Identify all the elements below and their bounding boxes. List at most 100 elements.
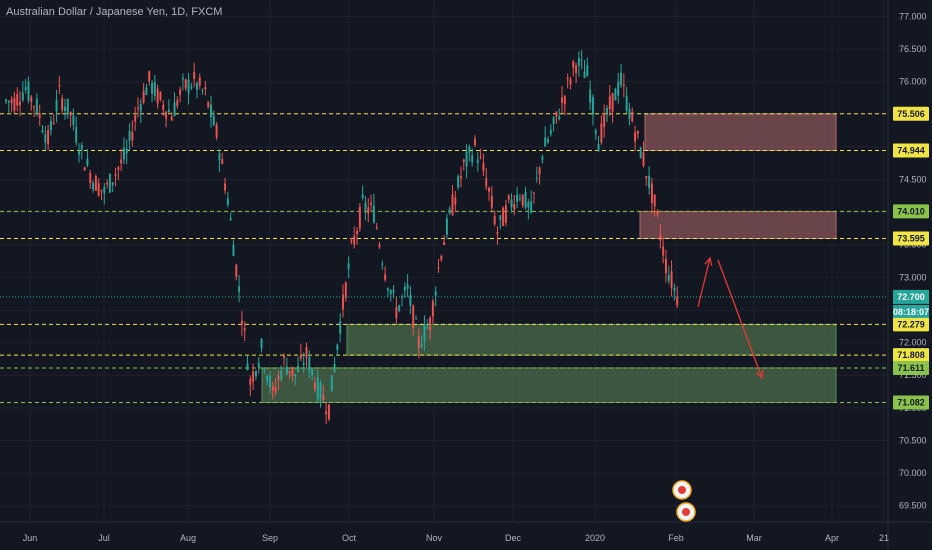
candle-body <box>207 101 210 108</box>
level-badge <box>893 317 929 332</box>
candle-body <box>656 210 659 215</box>
candle-body <box>224 183 227 191</box>
candle-body <box>603 113 606 128</box>
level-badge-label: 74.010 <box>897 206 925 216</box>
candle-body <box>103 187 106 194</box>
candle-body <box>549 130 552 135</box>
candle-body <box>131 131 134 141</box>
candle-body <box>507 195 510 200</box>
candle-body <box>305 347 308 358</box>
candle-body <box>386 288 389 291</box>
y-tick-label: 76.000 <box>899 77 927 87</box>
candle-body <box>92 182 95 190</box>
candle-body <box>502 207 505 226</box>
level-badge <box>893 395 929 410</box>
candle-body <box>78 151 80 155</box>
candle-body <box>558 116 561 120</box>
candle-body <box>547 139 549 143</box>
candle-body <box>24 86 27 90</box>
candle-body <box>294 374 297 377</box>
candle-body <box>639 147 642 158</box>
zone-supply-lower <box>639 210 837 239</box>
candle-body <box>16 93 19 106</box>
level-badge <box>893 231 929 246</box>
candle-body <box>572 61 575 68</box>
candle-body <box>594 130 597 134</box>
candle-body <box>423 324 426 342</box>
candle-body <box>636 131 639 134</box>
candle-body <box>5 99 7 102</box>
candle-body <box>482 163 485 172</box>
arrow-head <box>755 369 764 380</box>
candle-body <box>541 156 544 160</box>
candle-body <box>490 195 493 208</box>
candle-body <box>415 318 417 320</box>
candle-body <box>476 159 479 164</box>
candle-body <box>527 202 530 208</box>
arrow-head <box>704 256 713 266</box>
candle-body <box>516 194 519 202</box>
candle-body <box>19 102 22 105</box>
candle-body <box>252 371 255 382</box>
candle-body <box>395 306 398 319</box>
candle-body <box>524 191 527 208</box>
level-badge-label: 71.808 <box>897 350 925 360</box>
candle-body <box>389 290 392 295</box>
candle-body <box>215 124 218 138</box>
candle-body <box>221 159 224 164</box>
candle-body <box>190 86 193 89</box>
x-tick-label: Oct <box>342 533 357 543</box>
candle-body <box>600 123 603 143</box>
candle-body <box>27 81 30 101</box>
candle-body <box>342 294 344 310</box>
candle-body <box>151 82 154 94</box>
candle-body <box>170 116 173 121</box>
candle-body <box>513 204 516 210</box>
zone-demand-upper <box>346 323 837 356</box>
candle-body <box>249 378 252 385</box>
level-badge <box>893 106 929 121</box>
candle-body <box>673 287 676 291</box>
candle-body <box>350 240 353 243</box>
candle-body <box>319 382 322 400</box>
candle-body <box>485 177 488 187</box>
candle-body <box>448 208 451 214</box>
candle-body <box>631 111 634 122</box>
candle-body <box>552 117 555 124</box>
candle-body <box>589 89 592 103</box>
candle-body <box>297 365 300 372</box>
candle-body <box>195 82 198 90</box>
candle-body <box>586 65 589 76</box>
candle-body <box>620 72 623 85</box>
candle-body <box>566 77 569 80</box>
x-tick-label: Feb <box>668 533 684 543</box>
y-tick-label: 71.500 <box>899 370 927 380</box>
candle-body <box>159 92 162 100</box>
candle-body <box>254 371 257 377</box>
candle-body <box>167 109 170 112</box>
candle-body <box>339 321 342 334</box>
candle-body <box>614 88 617 101</box>
candle-body <box>398 305 401 311</box>
candle-body <box>535 177 538 179</box>
x-tick-label: Nov <box>426 533 443 543</box>
candle-body <box>634 132 637 142</box>
candle-body <box>13 97 16 111</box>
candle-body <box>269 376 271 388</box>
y-tick-label: 69.500 <box>899 501 927 511</box>
candle-body <box>145 87 148 95</box>
candle-body <box>238 286 241 292</box>
level-badge-label: 74.944 <box>897 145 925 155</box>
x-tick-label: 2020 <box>585 533 605 543</box>
candle-body <box>193 71 196 79</box>
candle-body <box>417 336 420 348</box>
candle-body <box>521 194 524 206</box>
candle-body <box>325 411 328 415</box>
candle-body <box>111 182 114 185</box>
y-tick-label: 77.000 <box>899 11 927 21</box>
candle-body <box>437 267 440 269</box>
x-tick-label: Mar <box>746 533 762 543</box>
candle-body <box>44 134 47 143</box>
candle-body <box>257 362 260 368</box>
